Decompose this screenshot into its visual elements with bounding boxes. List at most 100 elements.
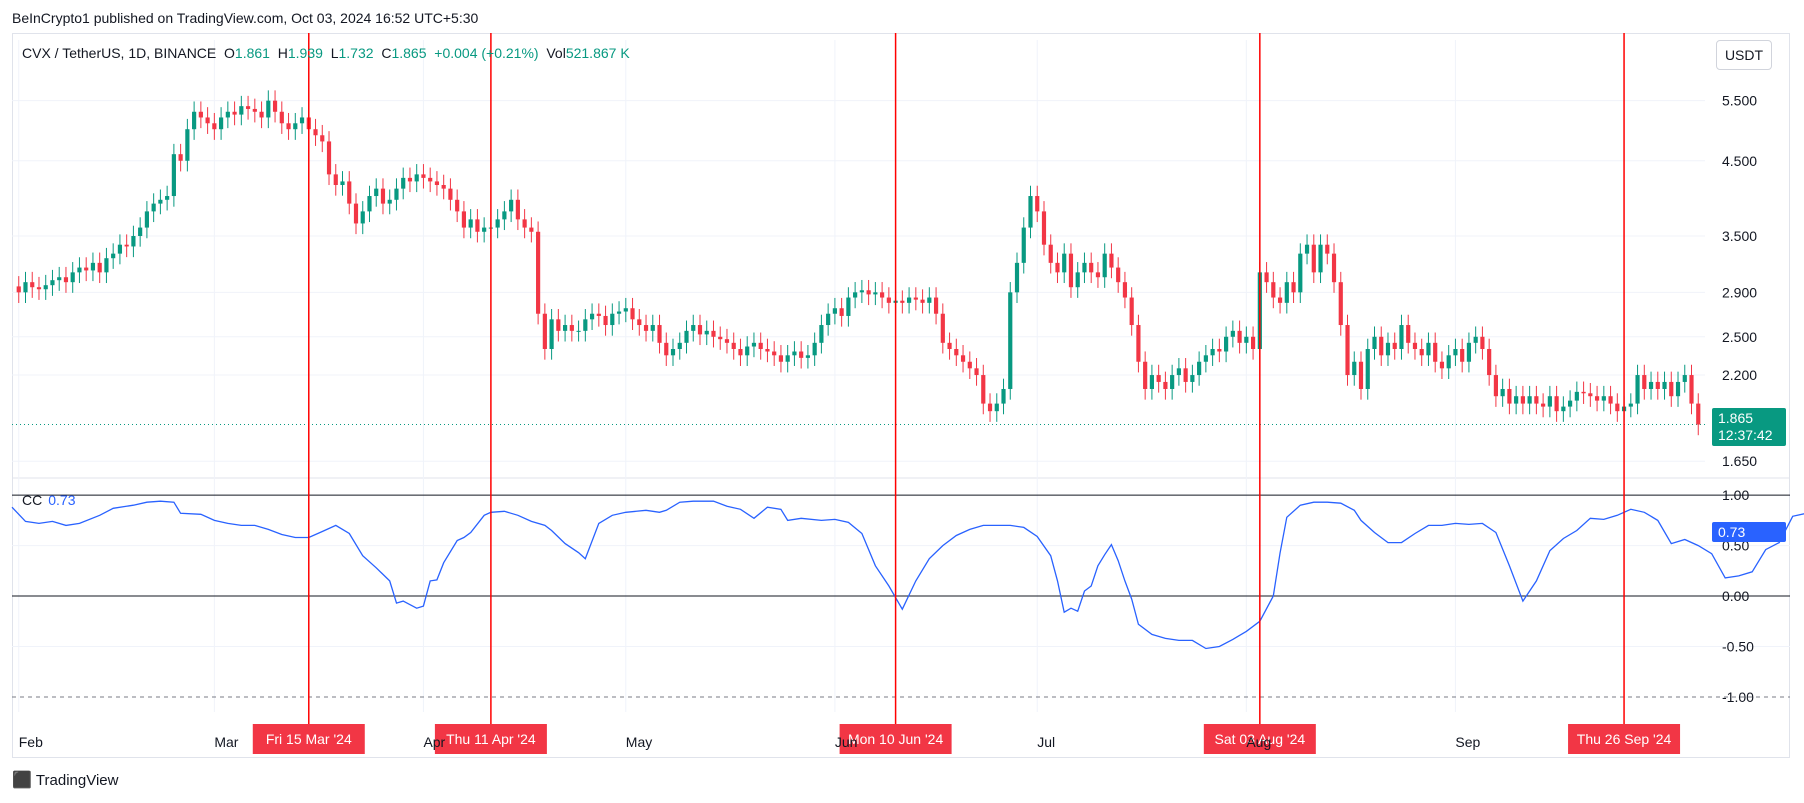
cc-indicator-legend: CC 0.73 — [22, 492, 75, 508]
date-marker-label: Fri 15 Mar '24 — [266, 731, 352, 747]
close-value: 1.865 — [391, 45, 427, 61]
candle-body — [596, 313, 601, 316]
candle-body — [758, 342, 763, 349]
candle-body — [927, 297, 932, 303]
candle-body — [428, 177, 433, 182]
candle-body — [50, 280, 55, 286]
candle-body — [1541, 403, 1546, 407]
candle-body — [1041, 211, 1047, 245]
candle-body — [1406, 325, 1411, 343]
candle-body — [670, 348, 676, 356]
candle-body — [158, 199, 163, 204]
candle-body — [468, 219, 473, 228]
candle-body — [495, 219, 500, 228]
candle-body — [853, 292, 858, 298]
candle-body — [482, 227, 487, 232]
candle-body — [1372, 336, 1377, 349]
candle-body — [151, 203, 156, 212]
candle-body — [320, 135, 325, 142]
candle-body — [643, 325, 649, 331]
candle-body — [63, 277, 69, 283]
symbol-legend: CVX / TetherUS, 1D, BINANCE O1.861 H1.93… — [22, 45, 630, 61]
candle-body — [441, 185, 446, 189]
candle-body — [1338, 282, 1343, 326]
candle-body — [1399, 325, 1404, 349]
candle-body — [70, 272, 75, 283]
low-value: 1.732 — [338, 45, 374, 61]
candle-body — [245, 106, 251, 109]
candle-body — [778, 355, 784, 362]
date-marker-label: Mon 10 Jun '24 — [848, 731, 944, 747]
candle-body — [353, 203, 359, 224]
candle-body — [380, 188, 386, 204]
candle-body — [1217, 348, 1222, 352]
candle-body — [1514, 396, 1519, 404]
candle-body — [1655, 381, 1660, 389]
candle-body — [1143, 361, 1148, 389]
candle-body — [1284, 282, 1289, 303]
candle-body — [131, 236, 136, 247]
candle-body — [556, 319, 561, 331]
candle-body — [718, 336, 723, 340]
candle-body — [1109, 253, 1114, 268]
candle-body — [30, 282, 35, 288]
tradingview-footer[interactable]: ⬛ TradingView — [12, 770, 118, 790]
candle-body — [212, 123, 217, 130]
candle-body — [697, 325, 703, 335]
candle-body — [1426, 342, 1431, 356]
x-axis-month-label: Jun — [835, 734, 858, 750]
x-axis-month-label: Sep — [1455, 734, 1480, 750]
candle-body — [1250, 336, 1256, 349]
candle-body — [650, 325, 655, 331]
candle-body — [906, 297, 912, 303]
candle-body — [313, 129, 318, 136]
tradingview-logo-icon: ⬛ — [12, 772, 32, 789]
candle-body — [657, 325, 662, 343]
candle-body — [1021, 227, 1026, 263]
candle-body — [637, 319, 642, 326]
candle-body — [1230, 330, 1235, 337]
candle-body — [374, 188, 379, 197]
date-marker-label-bg — [252, 724, 365, 754]
date-marker-label: Sat 03 Aug '24 — [1215, 731, 1306, 747]
candle-body — [205, 117, 210, 124]
candle-body — [1669, 381, 1674, 397]
cc-indicator-layer — [11, 500, 1804, 650]
candle-body — [1689, 375, 1694, 404]
candle-body — [1345, 325, 1350, 376]
currency-button[interactable]: USDT — [1716, 40, 1772, 70]
candle-body — [967, 361, 972, 369]
candle-body — [84, 267, 89, 271]
candle-body — [536, 231, 541, 314]
candle-body — [873, 292, 878, 295]
candle-body — [1075, 272, 1080, 288]
x-axis-month-label: May — [626, 734, 652, 750]
candle-body — [259, 111, 264, 118]
candle-body — [866, 290, 871, 295]
candle-body — [185, 129, 190, 161]
candle-body — [1547, 396, 1552, 407]
candle-body — [1190, 375, 1195, 382]
x-axis-month-label: Jul — [1037, 734, 1055, 750]
candle-body — [192, 111, 197, 130]
candle-body — [178, 154, 183, 161]
candle-body — [1696, 403, 1701, 425]
candle-body — [502, 211, 507, 220]
candle-body — [1601, 396, 1606, 401]
x-axis-month-label: Aug — [1246, 734, 1271, 750]
candle-body — [347, 181, 352, 204]
candle-body — [960, 355, 966, 362]
candle-body — [1446, 355, 1451, 369]
candle-body — [947, 342, 952, 349]
candle-body — [1264, 272, 1269, 283]
candle-body — [920, 299, 925, 303]
candle-body — [792, 351, 797, 356]
candle-body — [1271, 282, 1276, 298]
candle-body — [16, 286, 21, 293]
cc-tick-label: -0.50 — [1722, 639, 1754, 655]
candle-body — [1129, 297, 1134, 326]
date-marker-label-bg — [839, 724, 952, 754]
candle-body — [1594, 396, 1600, 401]
candle-body — [1635, 375, 1640, 404]
